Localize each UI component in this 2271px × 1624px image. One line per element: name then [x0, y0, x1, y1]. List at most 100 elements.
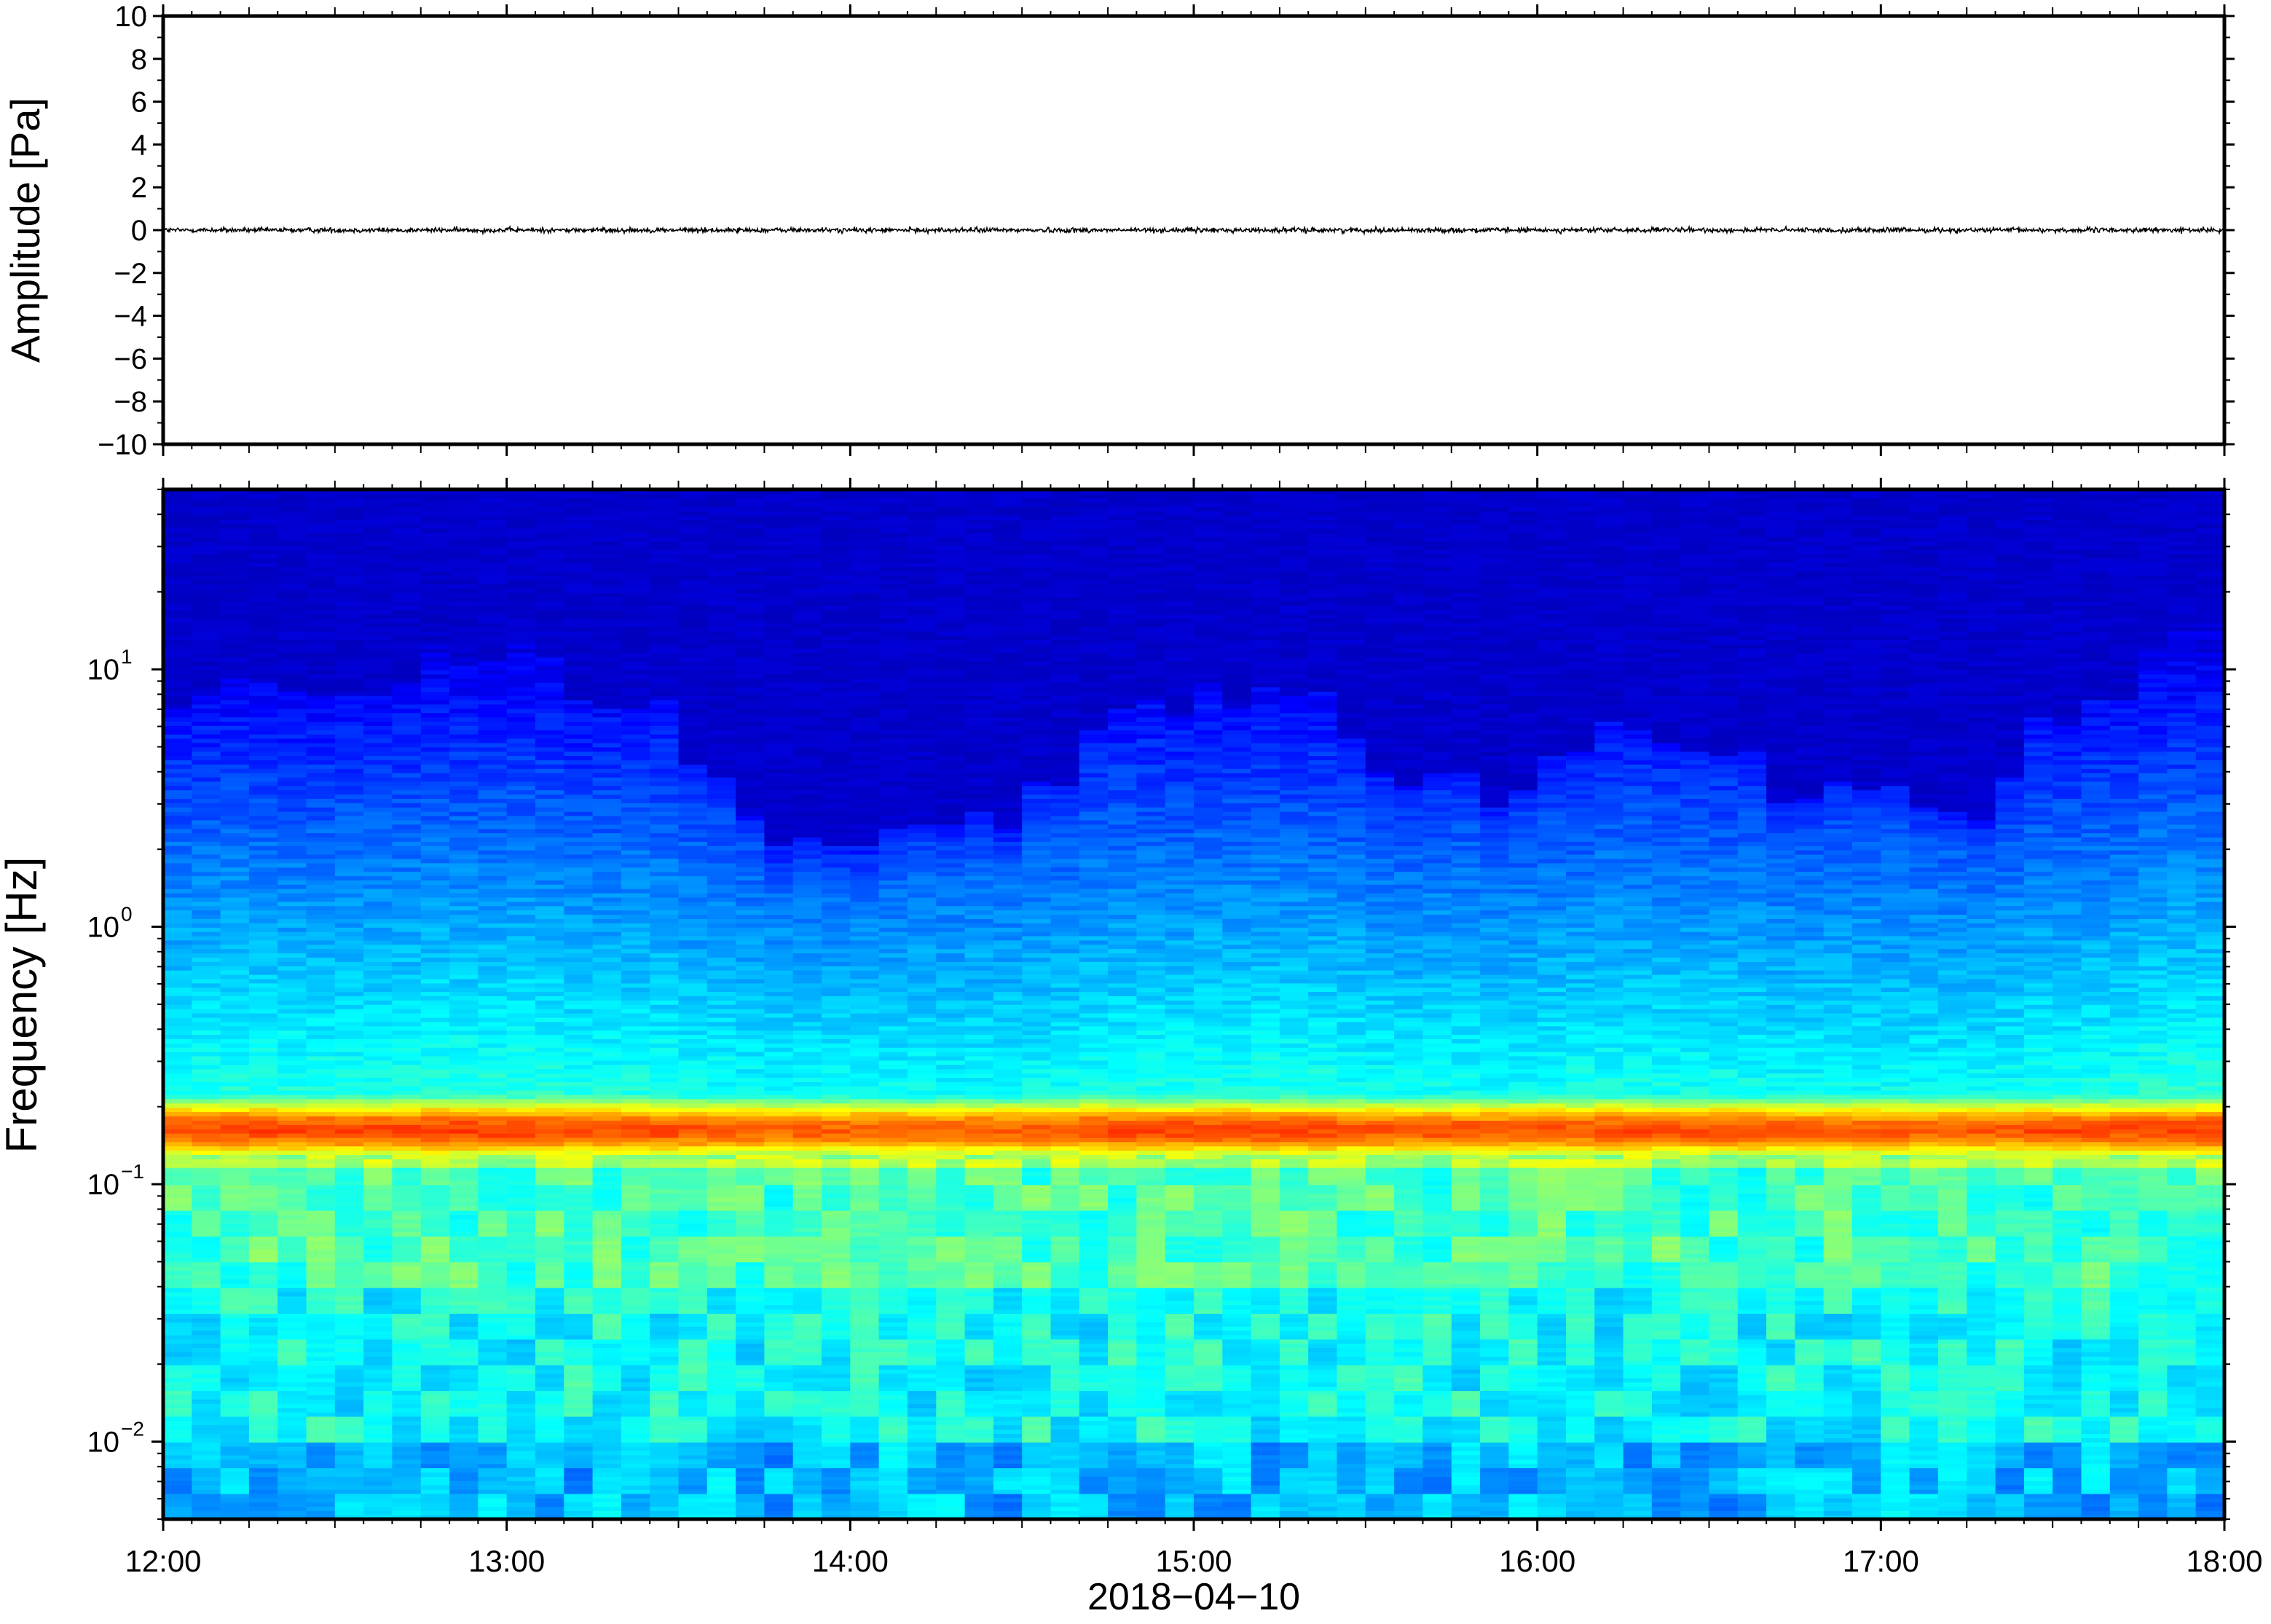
- spectrogram-cell: [449, 1240, 479, 1245]
- spectrogram-cell: [506, 1227, 536, 1233]
- spectrogram-cell: [306, 1300, 336, 1306]
- spectrogram-cell: [678, 1454, 708, 1460]
- spectrogram-cell: [163, 841, 193, 846]
- spectrogram-cell: [334, 1189, 364, 1194]
- spectrogram-cell: [192, 540, 221, 546]
- spectrogram-cell: [592, 1322, 622, 1327]
- spectrogram-cell: [248, 558, 278, 563]
- spectrogram-cell: [478, 1017, 508, 1022]
- spectrogram-cell: [306, 665, 336, 671]
- spectrogram-cell: [621, 1068, 650, 1074]
- spectrogram-cell: [248, 661, 278, 666]
- spectrogram-cell: [707, 545, 736, 551]
- spectrogram-cell: [707, 918, 736, 923]
- spectrogram-cell: [334, 648, 364, 653]
- spectrogram-cell: [248, 811, 278, 816]
- spectrogram-cell: [392, 601, 422, 606]
- spectrogram-cell: [278, 1253, 307, 1258]
- spectrogram-cell: [248, 1159, 278, 1164]
- spectrogram-cell: [392, 755, 422, 760]
- spectrogram-cell: [248, 828, 278, 834]
- spectrogram-cell: [707, 601, 736, 606]
- spectrogram-cell: [678, 1510, 708, 1515]
- spectrogram-cell: [306, 1377, 336, 1383]
- spectrogram-cell: [478, 1390, 508, 1395]
- spectrogram-cell: [392, 1325, 422, 1331]
- spectrogram-cell: [420, 798, 450, 803]
- spectrogram-cell: [621, 1223, 650, 1229]
- spectrogram-cell: [248, 880, 278, 885]
- spectrogram-cell: [306, 1484, 336, 1490]
- spectrogram-cell: [306, 914, 336, 919]
- spectrogram-cell: [334, 1141, 364, 1147]
- spectrogram-cell: [506, 1291, 536, 1297]
- spectrogram-cell: [248, 1261, 278, 1267]
- spectrogram-cell: [592, 511, 622, 516]
- spectrogram-cell: [707, 588, 736, 594]
- spectrogram-cell: [650, 1322, 680, 1327]
- spectrogram-cell: [248, 1244, 278, 1250]
- spectrogram-cell: [392, 570, 422, 576]
- spectrogram-cell: [420, 776, 450, 782]
- spectrogram-cell: [306, 717, 336, 722]
- spectrogram-cell: [306, 1438, 336, 1443]
- spectrogram-cell: [707, 656, 736, 662]
- spectrogram-cell: [392, 1146, 422, 1151]
- spectrogram-cell: [592, 1283, 622, 1288]
- spectrogram-cell: [334, 867, 364, 872]
- spectrogram-cell: [678, 1236, 708, 1241]
- spectrogram-cell: [192, 828, 221, 834]
- spectrogram-cell: [678, 1291, 708, 1297]
- spectrogram-cell: [478, 1171, 508, 1177]
- spectrogram-cell: [449, 1124, 479, 1130]
- spectrogram-cell: [678, 1128, 708, 1134]
- spectrogram-cell: [564, 1240, 594, 1245]
- spectrogram-cell: [420, 1438, 450, 1443]
- spectrogram-cell: [363, 1424, 393, 1430]
- spectrogram-cell: [192, 570, 221, 576]
- spectrogram-cell: [621, 1279, 650, 1284]
- spectrogram-cell: [650, 1137, 680, 1143]
- spectrogram-cell: [192, 1463, 221, 1469]
- spectrogram-cell: [678, 1227, 708, 1233]
- spectrogram-cell: [363, 1077, 393, 1082]
- spectrogram-cell: [564, 888, 594, 894]
- spectrogram-cell: [278, 699, 307, 705]
- spectrogram-cell: [650, 1506, 680, 1511]
- spectrogram-cell: [535, 1446, 565, 1451]
- spectrogram-cell: [650, 1330, 680, 1336]
- spectrogram-cell: [220, 1081, 250, 1087]
- spectrogram-cell: [248, 966, 278, 971]
- spectrogram-cell: [621, 1055, 650, 1061]
- spectrogram-cell: [449, 1322, 479, 1327]
- spectrogram-cell: [449, 515, 479, 521]
- spectrogram-cell: [707, 1189, 736, 1194]
- spectrogram-cell: [621, 1227, 650, 1233]
- spectrogram-cell: [678, 1073, 708, 1078]
- spectrogram-cell: [392, 841, 422, 846]
- spectrogram-cell: [650, 601, 680, 606]
- spectrogram-cell: [420, 524, 450, 529]
- spectrogram-cell: [334, 991, 364, 996]
- spectrogram-cell: [248, 1266, 278, 1272]
- spectrogram-cell: [707, 1171, 736, 1177]
- waveform-frame: [161, 14, 2227, 446]
- spectrogram-cell: [449, 896, 479, 902]
- spectrogram-cell: [564, 1128, 594, 1134]
- spectrogram-cell: [420, 1309, 450, 1314]
- spectrogram-cell: [564, 991, 594, 996]
- spectrogram-cell: [621, 1420, 650, 1426]
- spectrogram-cell: [650, 1411, 680, 1417]
- spectrogram-cell: [163, 1180, 193, 1186]
- spectrogram-cell: [306, 497, 336, 503]
- spectrogram-cell: [306, 1352, 336, 1357]
- spectrogram-cell: [506, 923, 536, 928]
- spectrogram-cell: [506, 1012, 536, 1018]
- spectrogram-cell: [192, 493, 221, 499]
- spectrogram-cell: [478, 961, 508, 966]
- spectrogram-cell: [248, 699, 278, 705]
- spectrogram-cell: [707, 1450, 736, 1456]
- spectrogram-cell: [592, 1197, 622, 1202]
- spectrogram-cell: [248, 772, 278, 778]
- spectrogram-cell: [506, 515, 536, 521]
